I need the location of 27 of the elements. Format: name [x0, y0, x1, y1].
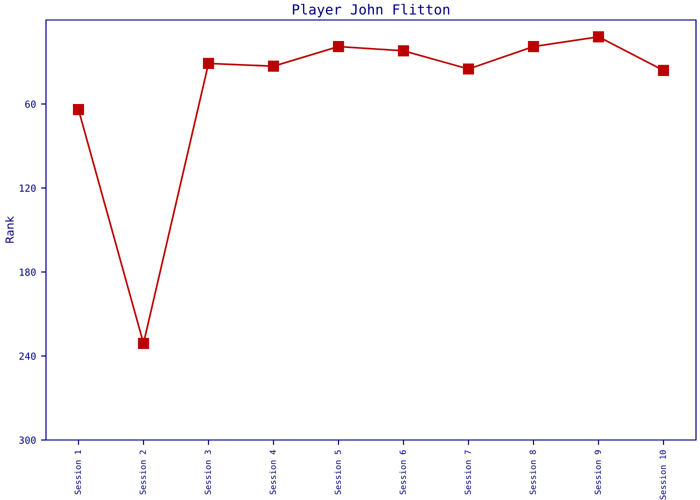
chart-title: Player John Flitton [292, 4, 450, 18]
y-tick-label: 180 [20, 268, 36, 276]
x-tick-label: Session 7 [464, 450, 471, 494]
point [138, 338, 150, 349]
y-tick-label: 60 [25, 100, 36, 108]
point [202, 58, 214, 69]
point [268, 60, 280, 72]
point [332, 41, 344, 52]
y-tick-label: 120 [20, 184, 36, 192]
y-tick-label: 240 [19, 352, 36, 360]
point [398, 45, 410, 56]
point [72, 104, 84, 116]
y-tick-label: 300 [19, 436, 36, 444]
point [592, 31, 604, 42]
x-tick-label: Session 8 [529, 450, 536, 494]
x-tick-label: Session 6 [399, 450, 406, 494]
x-tick-label: Session 4 [269, 450, 276, 494]
x-tick-label: Session 3 [204, 450, 211, 494]
x-tick-label: Session 9 [594, 450, 601, 494]
point [658, 64, 670, 76]
point [462, 63, 474, 75]
x-tick-label: Session 1 [74, 450, 81, 494]
point [528, 41, 540, 52]
y-axis-title: Rank [5, 216, 14, 243]
x-tick-label: Session 10 [659, 450, 666, 500]
x-tick-label: Session 2 [139, 450, 146, 494]
x-tick-label: Session 5 [334, 450, 341, 494]
